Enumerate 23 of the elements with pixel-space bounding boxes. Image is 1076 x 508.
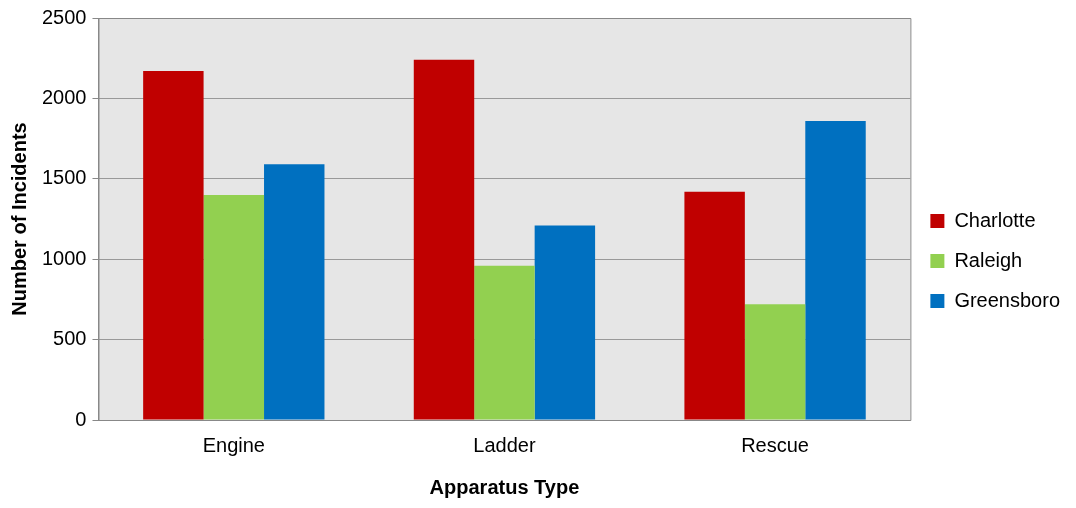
y-tick-label: 1500 xyxy=(41,166,87,189)
bar xyxy=(143,71,204,420)
y-axis-title: Number of Incidents xyxy=(7,122,30,316)
y-tick-label: 2000 xyxy=(41,85,87,108)
legend-label: Charlotte xyxy=(954,208,1036,231)
legend-label: Greensboro xyxy=(954,288,1061,311)
x-tick-label: Rescue xyxy=(741,433,809,456)
bar xyxy=(684,191,745,420)
x-axis-title: Apparatus Type xyxy=(429,475,580,498)
bar xyxy=(744,304,806,420)
legend-label: Raleigh xyxy=(954,248,1023,271)
x-tick-label: Engine xyxy=(202,433,265,456)
y-tick-label: 2500 xyxy=(41,5,87,28)
y-tick-label: 1000 xyxy=(41,246,87,269)
y-tick-label: 0 xyxy=(75,407,87,430)
bar xyxy=(474,265,535,420)
y-tick-label: 500 xyxy=(53,327,87,350)
x-tick-label: Ladder xyxy=(473,433,536,456)
bar xyxy=(264,164,325,420)
bar xyxy=(203,194,265,420)
bar xyxy=(413,59,475,420)
bar xyxy=(534,225,596,420)
bar xyxy=(805,120,866,420)
